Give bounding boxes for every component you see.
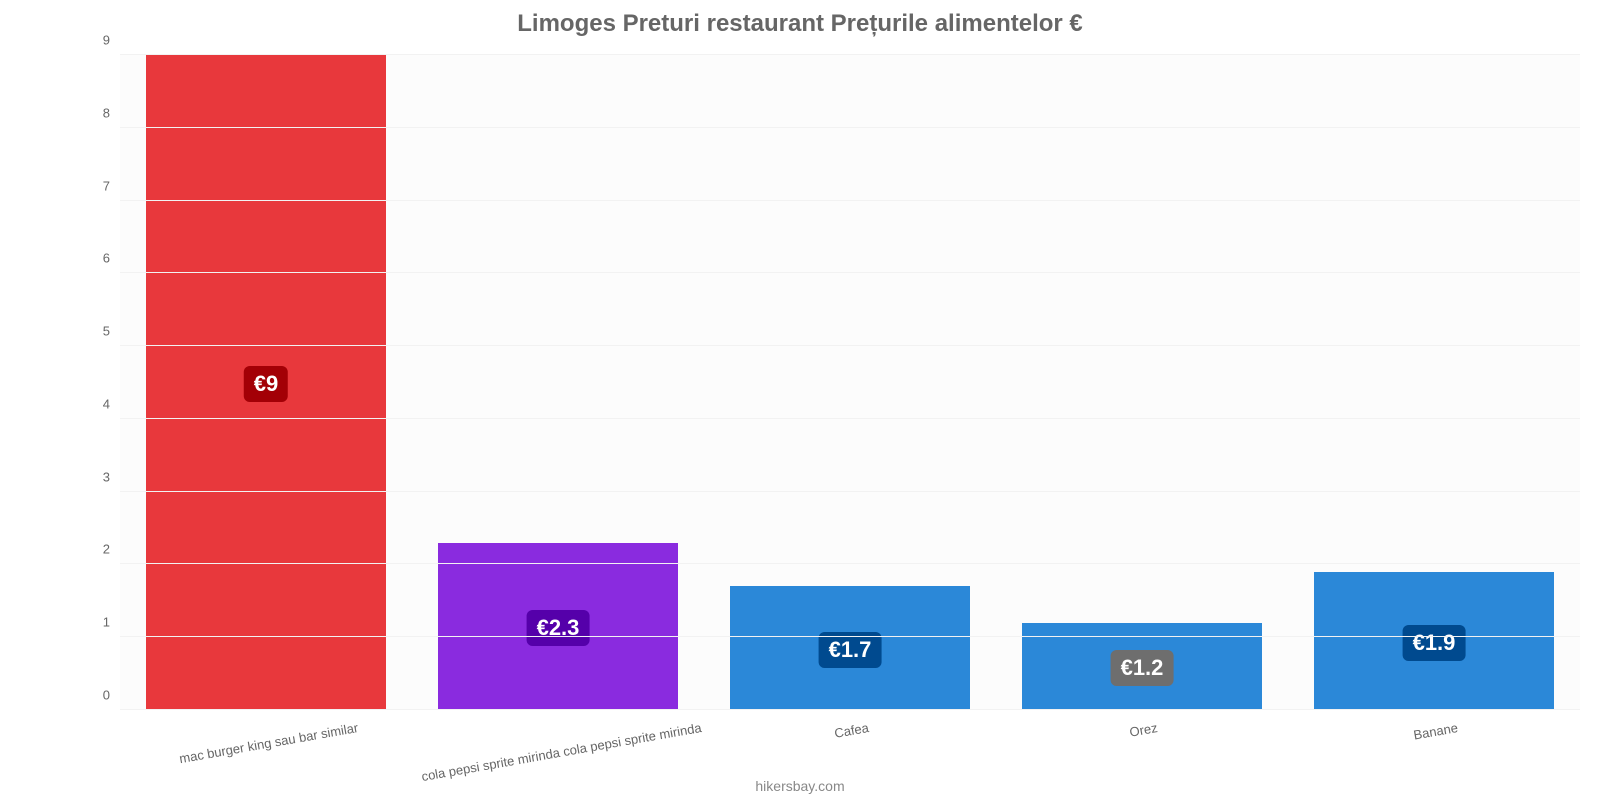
y-tick: 9 bbox=[103, 33, 120, 48]
x-tick: Cafea bbox=[833, 720, 870, 741]
bar-value-label: €1.9 bbox=[1403, 625, 1466, 661]
bar-slot: €1.9Banane bbox=[1288, 55, 1580, 710]
y-tick: 5 bbox=[103, 324, 120, 339]
y-tick: 8 bbox=[103, 105, 120, 120]
grid-line bbox=[120, 54, 1580, 55]
grid-line bbox=[120, 127, 1580, 128]
plot-area: €9mac burger king sau bar similar€2.3col… bbox=[120, 55, 1580, 710]
grid-line bbox=[120, 272, 1580, 273]
x-tick: Orez bbox=[1128, 720, 1158, 740]
y-tick: 7 bbox=[103, 178, 120, 193]
grid-line bbox=[120, 491, 1580, 492]
bar-slot: €1.2Orez bbox=[996, 55, 1288, 710]
bar-slot: €1.7Cafea bbox=[704, 55, 996, 710]
y-tick: 2 bbox=[103, 542, 120, 557]
grid-line bbox=[120, 345, 1580, 346]
y-tick: 0 bbox=[103, 688, 120, 703]
grid-line bbox=[120, 200, 1580, 201]
y-tick: 4 bbox=[103, 396, 120, 411]
grid-line bbox=[120, 563, 1580, 564]
bar-value-label: €1.2 bbox=[1111, 650, 1174, 686]
y-tick: 3 bbox=[103, 469, 120, 484]
bar-slot: €2.3cola pepsi sprite mirinda cola pepsi… bbox=[412, 55, 704, 710]
bar-value-label: €9 bbox=[244, 366, 288, 402]
grid-line bbox=[120, 709, 1580, 710]
bars-group: €9mac burger king sau bar similar€2.3col… bbox=[120, 55, 1580, 710]
grid-line bbox=[120, 636, 1580, 637]
chart-container: Limoges Preturi restaurant Prețurile ali… bbox=[0, 0, 1600, 800]
bar-value-label: €2.3 bbox=[527, 610, 590, 646]
x-tick: Banane bbox=[1412, 720, 1459, 743]
bar-slot: €9mac burger king sau bar similar bbox=[120, 55, 412, 710]
y-tick: 6 bbox=[103, 251, 120, 266]
chart-title: Limoges Preturi restaurant Prețurile ali… bbox=[0, 10, 1600, 38]
y-tick: 1 bbox=[103, 615, 120, 630]
credit-text: hikersbay.com bbox=[0, 778, 1600, 794]
grid-line bbox=[120, 418, 1580, 419]
x-tick: cola pepsi sprite mirinda cola pepsi spr… bbox=[420, 720, 702, 784]
x-tick: mac burger king sau bar similar bbox=[178, 720, 359, 766]
